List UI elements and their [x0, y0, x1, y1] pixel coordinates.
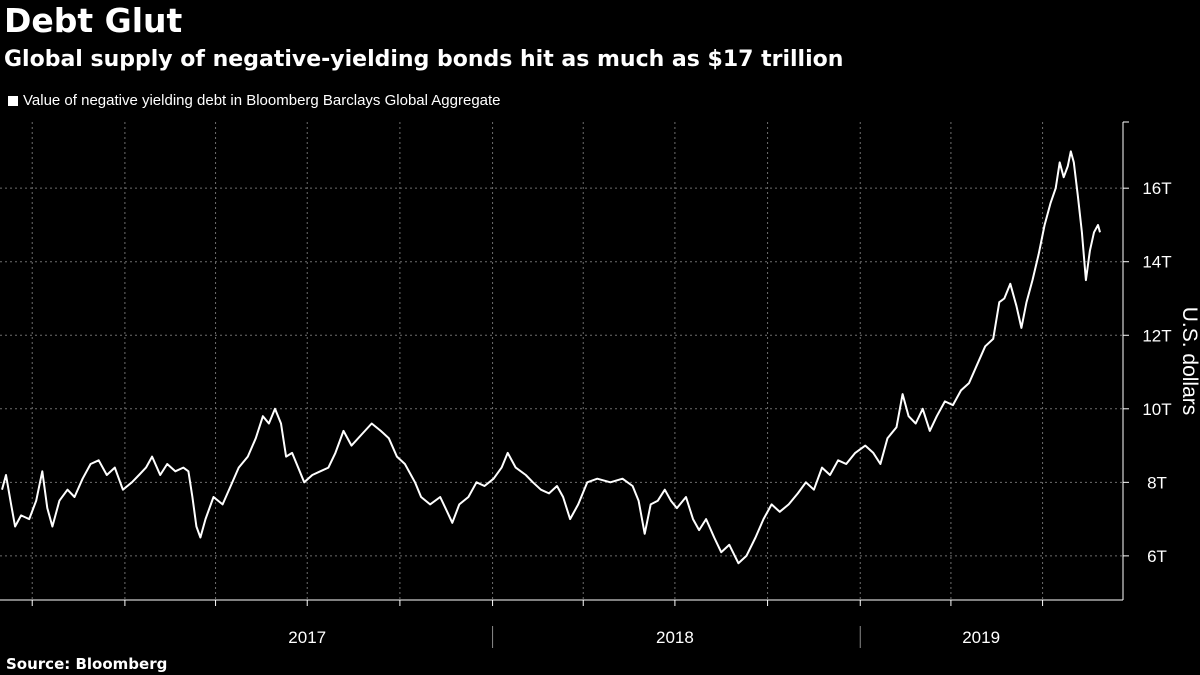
- source-note: Source: Bloomberg: [6, 655, 168, 673]
- x-tick-label: 2018: [656, 628, 694, 647]
- y-axis-title: U.S. dollars: [1178, 307, 1200, 416]
- chart-subtitle: Global supply of negative-yielding bonds…: [4, 47, 844, 72]
- series-line-0: [1, 150, 1101, 565]
- axes: [0, 121, 1129, 648]
- y-tick-label: 12T: [1142, 326, 1171, 345]
- y-tick-label: 6T: [1147, 547, 1167, 566]
- legend-swatch: [8, 96, 18, 106]
- x-tick-label: 2019: [962, 628, 1000, 647]
- legend: Value of negative yielding debt in Bloom…: [8, 91, 501, 111]
- y-tick-label: 16T: [1142, 179, 1171, 198]
- legend-label: Value of negative yielding debt in Bloom…: [23, 92, 501, 109]
- y-tick-label: 10T: [1142, 400, 1171, 419]
- axis-labels: 6T 8T 10T 12T 14T 16T 2017 2018 2019 U.S. dollars: [288, 179, 1200, 647]
- y-tick-label: 14T: [1142, 253, 1171, 272]
- y-tick-label: 8T: [1147, 473, 1167, 492]
- grid: [0, 122, 1123, 600]
- series: [1, 150, 1101, 565]
- chart-title: Debt Glut: [4, 1, 183, 40]
- x-tick-label: 2017: [288, 628, 326, 647]
